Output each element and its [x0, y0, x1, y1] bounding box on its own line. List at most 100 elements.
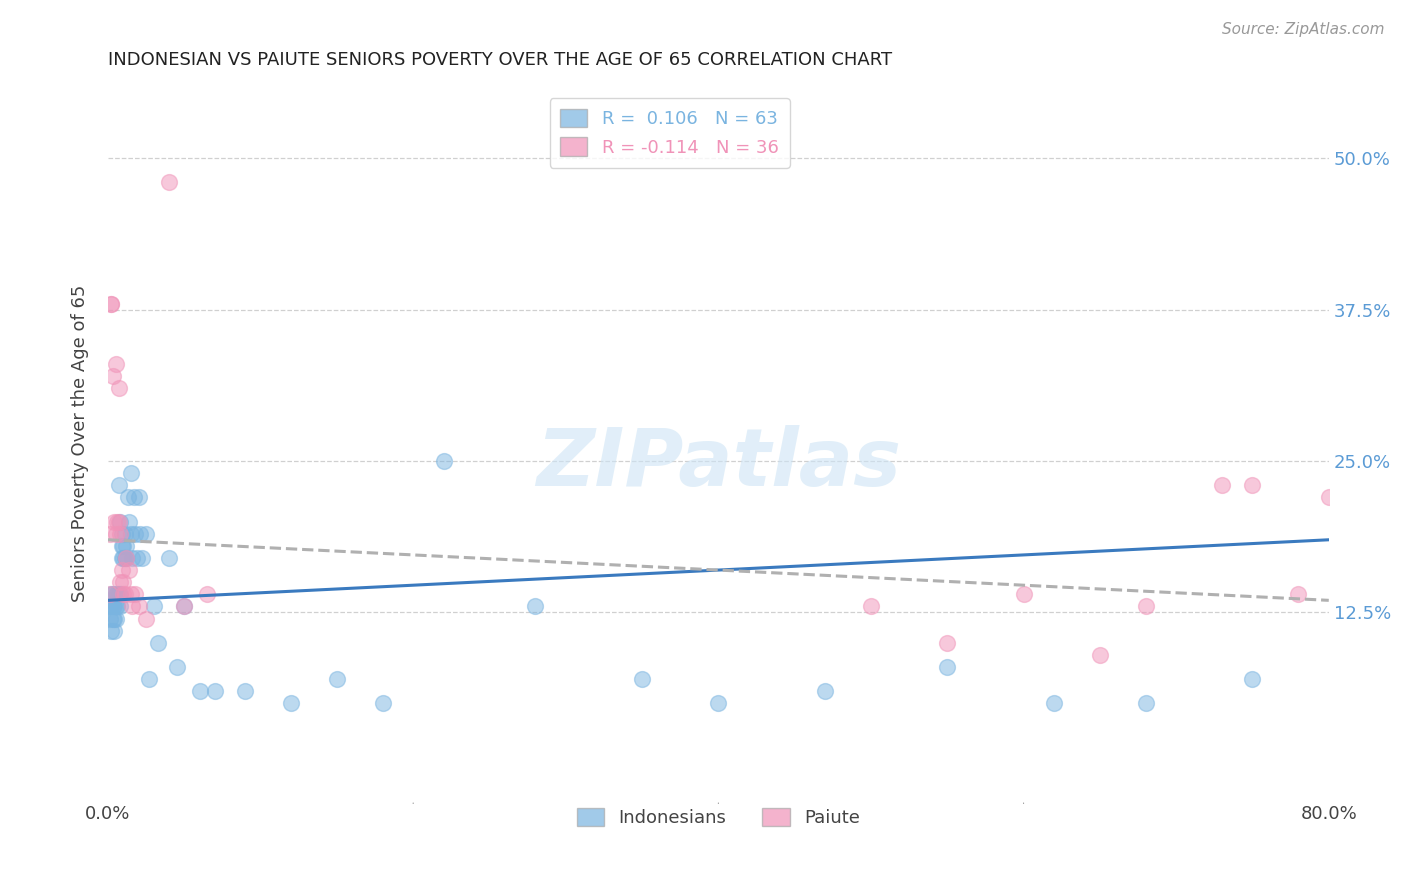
Point — [1317, 491, 1340, 505]
Point — [121, 599, 143, 614]
Point — [98, 611, 121, 625]
Point — [100, 296, 122, 310]
Point — [100, 599, 122, 614]
Point — [124, 587, 146, 601]
Point — [707, 696, 730, 710]
Point — [173, 599, 195, 614]
Point — [125, 550, 148, 565]
Point — [105, 587, 128, 601]
Point — [1211, 478, 1233, 492]
Point — [104, 526, 127, 541]
Point — [157, 550, 180, 565]
Point — [936, 660, 959, 674]
Point — [107, 478, 129, 492]
Point — [114, 587, 136, 601]
Point — [115, 539, 138, 553]
Point — [1088, 648, 1111, 662]
Point — [107, 515, 129, 529]
Point — [108, 515, 131, 529]
Point — [131, 550, 153, 565]
Point — [631, 672, 654, 686]
Point — [280, 696, 302, 710]
Point — [135, 611, 157, 625]
Point — [115, 550, 138, 565]
Point — [121, 550, 143, 565]
Point — [111, 526, 134, 541]
Point — [148, 636, 170, 650]
Point — [120, 466, 142, 480]
Point — [188, 684, 211, 698]
Point — [98, 587, 121, 601]
Point — [142, 599, 165, 614]
Legend: Indonesians, Paiute: Indonesians, Paiute — [569, 800, 868, 834]
Point — [112, 587, 135, 601]
Point — [1135, 696, 1157, 710]
Point — [1286, 587, 1309, 601]
Point — [108, 526, 131, 541]
Point — [108, 599, 131, 614]
Text: ZIPatlas: ZIPatlas — [536, 425, 901, 503]
Point — [204, 684, 226, 698]
Point — [103, 624, 125, 638]
Point — [114, 550, 136, 565]
Point — [524, 599, 547, 614]
Point — [104, 587, 127, 601]
Point — [112, 575, 135, 590]
Point — [814, 684, 837, 698]
Point — [118, 515, 141, 529]
Point — [1241, 478, 1264, 492]
Point — [120, 587, 142, 601]
Point — [122, 491, 145, 505]
Point — [166, 660, 188, 674]
Point — [371, 696, 394, 710]
Point — [135, 526, 157, 541]
Point — [101, 369, 124, 384]
Point — [112, 550, 135, 565]
Point — [195, 587, 218, 601]
Point — [103, 599, 125, 614]
Point — [104, 599, 127, 614]
Point — [114, 526, 136, 541]
Point — [157, 176, 180, 190]
Point — [1043, 696, 1066, 710]
Point — [128, 491, 150, 505]
Point — [107, 381, 129, 395]
Text: Source: ZipAtlas.com: Source: ZipAtlas.com — [1222, 22, 1385, 37]
Point — [108, 575, 131, 590]
Point — [433, 454, 456, 468]
Point — [138, 672, 160, 686]
Point — [108, 587, 131, 601]
Y-axis label: Seniors Poverty Over the Age of 65: Seniors Poverty Over the Age of 65 — [72, 285, 89, 601]
Point — [112, 539, 135, 553]
Point — [98, 526, 121, 541]
Point — [107, 587, 129, 601]
Point — [103, 515, 125, 529]
Point — [326, 672, 349, 686]
Point — [233, 684, 256, 698]
Point — [100, 296, 122, 310]
Point — [173, 599, 195, 614]
Point — [128, 599, 150, 614]
Point — [859, 599, 882, 614]
Point — [105, 515, 128, 529]
Point — [103, 611, 125, 625]
Point — [118, 563, 141, 577]
Point — [115, 550, 138, 565]
Point — [117, 491, 139, 505]
Point — [101, 599, 124, 614]
Point — [104, 611, 127, 625]
Point — [120, 526, 142, 541]
Point — [101, 611, 124, 625]
Point — [1135, 599, 1157, 614]
Point — [98, 599, 121, 614]
Point — [111, 550, 134, 565]
Point — [936, 636, 959, 650]
Text: INDONESIAN VS PAIUTE SENIORS POVERTY OVER THE AGE OF 65 CORRELATION CHART: INDONESIAN VS PAIUTE SENIORS POVERTY OVE… — [108, 51, 893, 69]
Point — [101, 587, 124, 601]
Point — [1241, 672, 1264, 686]
Point — [105, 599, 128, 614]
Point — [104, 357, 127, 371]
Point — [100, 624, 122, 638]
Point — [1012, 587, 1035, 601]
Point — [111, 539, 134, 553]
